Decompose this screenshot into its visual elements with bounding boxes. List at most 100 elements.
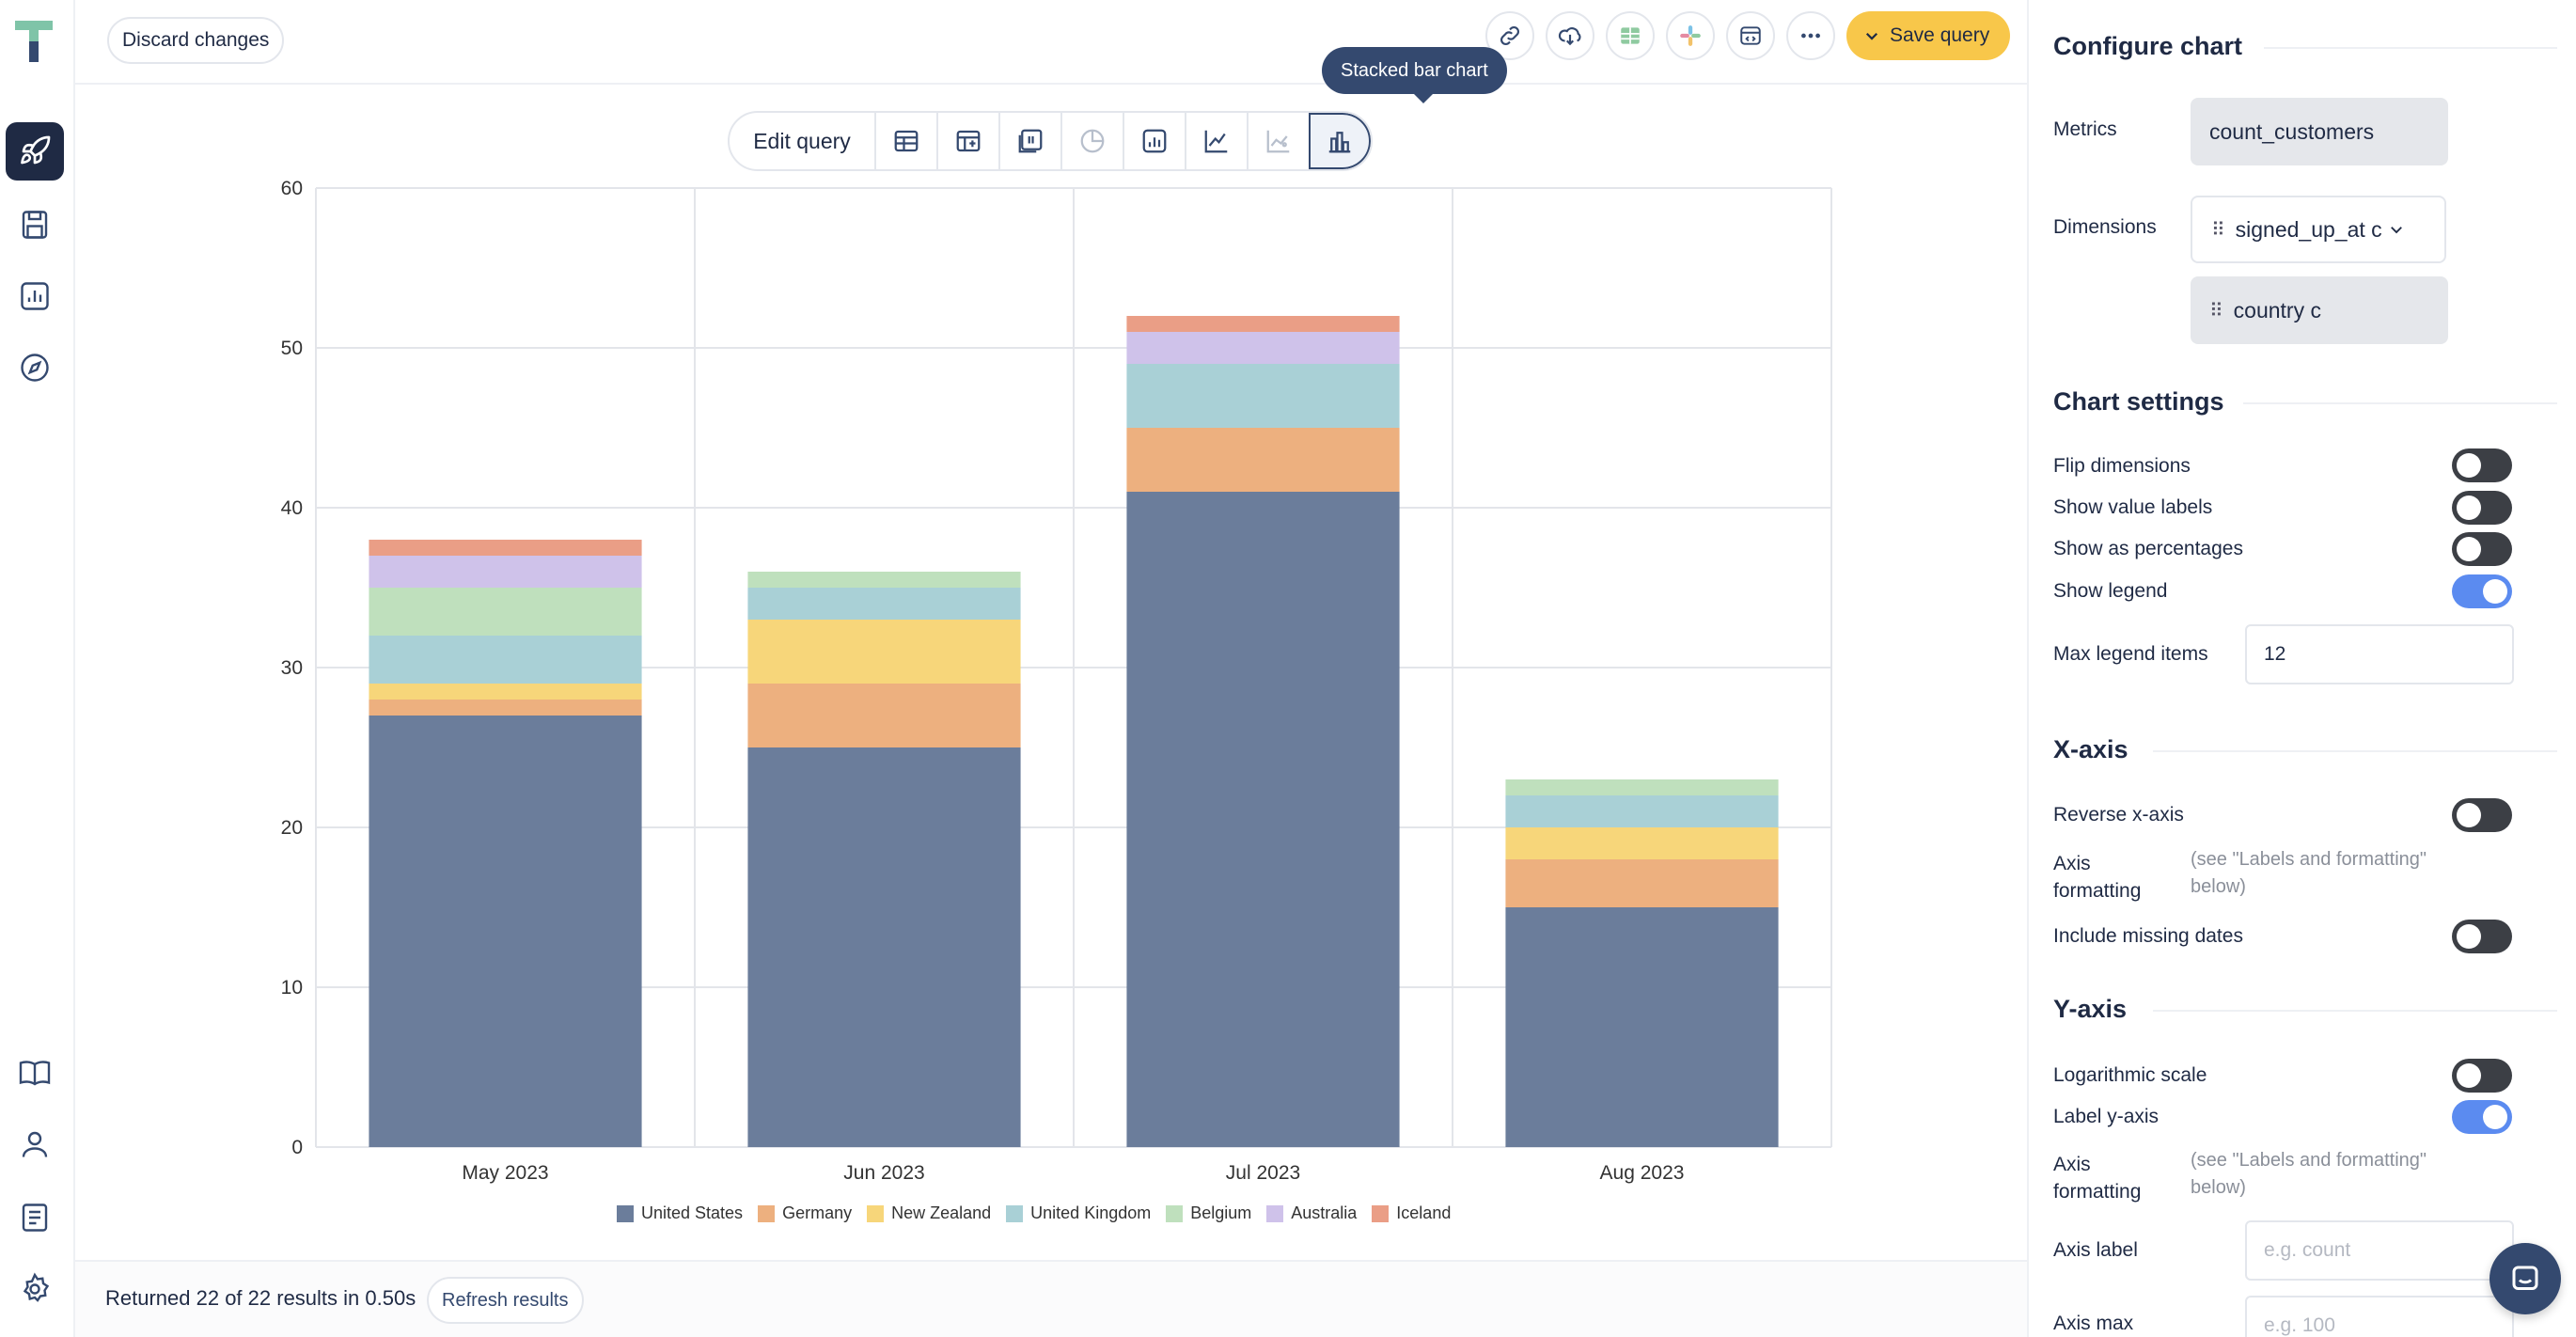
edit-query-button[interactable]: Edit query — [753, 128, 851, 153]
axis-label-input[interactable]: e.g. count — [2245, 1220, 2514, 1281]
scatter-chart-icon[interactable] — [1247, 113, 1309, 169]
bar-segment — [1505, 795, 1779, 827]
flip-dimensions-toggle[interactable] — [2452, 448, 2512, 482]
nav-explore-icon[interactable] — [6, 338, 64, 397]
show-percentages-toggle[interactable] — [2452, 532, 2512, 566]
metrics-label: Metrics — [2053, 118, 2117, 140]
save-query-button[interactable]: Save query — [1846, 11, 2011, 60]
divider — [2264, 47, 2557, 49]
label-y-axis-toggle[interactable] — [2452, 1100, 2512, 1134]
x-tick-label: May 2023 — [462, 1162, 548, 1184]
legend-label: United States — [641, 1203, 744, 1222]
chart-type-tooltip: Stacked bar chart — [1322, 47, 1507, 103]
dimension-pill-2[interactable]: ⠿ country c — [2191, 276, 2448, 344]
bar-segment — [1505, 827, 1779, 859]
show-percentages-label: Show as percentages — [2053, 538, 2243, 559]
y-tick-label: 30 — [281, 657, 303, 679]
legend-item[interactable]: Germany — [758, 1203, 852, 1223]
axis-label-label: Axis label — [2053, 1239, 2138, 1261]
nav-docs-icon[interactable] — [6, 1044, 64, 1102]
y-tick-label: 10 — [281, 977, 303, 999]
y-axis-formatting-label: Axis formatting — [2053, 1154, 2142, 1203]
bar-segment — [747, 572, 1021, 588]
stacked-bar-chart-icon[interactable] — [1309, 113, 1371, 169]
log-scale-toggle[interactable] — [2452, 1059, 2512, 1093]
legend-swatch — [1006, 1204, 1024, 1222]
show-value-labels-label: Show value labels — [2053, 496, 2213, 518]
x-axis-title: X-axis — [2053, 735, 2128, 763]
y-axis-title: Y-axis — [2053, 995, 2128, 1023]
dimensions-label: Dimensions — [2053, 216, 2157, 238]
single-value-icon[interactable] — [998, 113, 1060, 169]
configure-panel: Configure chart Metrics count_customers … — [2027, 0, 2576, 1337]
metric-pill[interactable]: count_customers — [2191, 98, 2448, 165]
y-tick-label: 0 — [291, 1137, 303, 1158]
bar-segment — [747, 588, 1021, 620]
nav-save-icon[interactable] — [6, 196, 64, 254]
nav-user-icon[interactable] — [6, 1115, 64, 1173]
bar-segment — [747, 684, 1021, 747]
x-axis-formatting-label: Axis formatting — [2053, 853, 2142, 902]
y-axis-formatting-hint: (see "Labels and formatting" below) — [2191, 1150, 2427, 1198]
show-legend-toggle[interactable] — [2452, 574, 2512, 608]
line-chart-icon[interactable] — [1185, 113, 1247, 169]
top-bar: Discard changes Save query › Stacked bar… — [75, 0, 2123, 103]
nav-document-icon[interactable] — [6, 1188, 64, 1247]
legend-item[interactable]: United Kingdom — [1006, 1203, 1151, 1223]
y-tick-label: 60 — [281, 178, 303, 199]
discard-changes-button[interactable]: Discard changes — [107, 17, 285, 64]
legend-item[interactable]: United States — [617, 1203, 743, 1223]
legend-label: Belgium — [1190, 1203, 1252, 1222]
bar-segment — [369, 684, 642, 700]
legend-item[interactable]: New Zealand — [867, 1203, 991, 1223]
x-tick-label: Aug 2023 — [1600, 1162, 1685, 1184]
axis-max-input[interactable]: e.g. 100 — [2245, 1296, 2514, 1337]
bar-segment — [369, 700, 642, 716]
nav-settings-icon[interactable] — [6, 1260, 64, 1318]
dimension-pill-1[interactable]: ⠿ signed_up_at c — [2191, 196, 2446, 263]
chart-type-toolbar: Edit query — [728, 111, 1373, 171]
max-legend-items-input[interactable]: 12 — [2245, 624, 2514, 684]
label-y-axis-label: Label y-axis — [2053, 1106, 2160, 1127]
x-tick-label: Jul 2023 — [1226, 1162, 1300, 1184]
legend-item[interactable]: Iceland — [1372, 1203, 1451, 1223]
pivot-table-icon[interactable] — [936, 113, 998, 169]
reverse-x-axis-toggle[interactable] — [2452, 798, 2512, 832]
include-missing-dates-toggle[interactable] — [2452, 920, 2512, 953]
chart-settings-title: Chart settings — [2053, 387, 2224, 416]
download-cloud-icon[interactable] — [1546, 11, 1594, 60]
chat-support-button[interactable] — [2490, 1243, 2561, 1314]
bar-segment — [747, 747, 1021, 1147]
slack-icon[interactable] — [1666, 11, 1715, 60]
logo-icon — [15, 21, 53, 62]
embed-icon[interactable] — [1726, 11, 1775, 60]
table-view-icon[interactable] — [874, 113, 936, 169]
legend-swatch — [1166, 1204, 1184, 1222]
legend-item[interactable]: Belgium — [1166, 1203, 1251, 1223]
nav-rocket-icon[interactable] — [6, 122, 64, 181]
area-chart-icon[interactable] — [1123, 113, 1185, 169]
results-status: Returned 22 of 22 results in 0.50s — [105, 1286, 416, 1310]
axis-max-label: Axis max — [2053, 1313, 2134, 1334]
bar-segment — [1126, 428, 1400, 492]
pie-chart-icon[interactable] — [1060, 113, 1123, 169]
legend-label: Germany — [782, 1203, 853, 1222]
refresh-results-button[interactable]: Refresh results — [427, 1277, 584, 1324]
bar-segment — [1505, 859, 1779, 907]
more-options-icon[interactable] — [1786, 11, 1835, 60]
drag-handle-icon[interactable]: ⠿ — [2211, 219, 2225, 241]
divider — [2243, 402, 2557, 404]
drag-handle-icon[interactable]: ⠿ — [2209, 300, 2223, 322]
divider — [2153, 750, 2557, 752]
google-sheets-icon[interactable] — [1606, 11, 1655, 60]
chart-legend: United States Germany New Zealand United Ki… — [617, 1203, 1451, 1223]
legend-label: Iceland — [1396, 1203, 1452, 1222]
legend-item[interactable]: Australia — [1266, 1203, 1357, 1223]
chevron-down-icon[interactable] — [2388, 221, 2405, 238]
legend-label: Australia — [1291, 1203, 1358, 1222]
chart-svg: 0 10 20 30 40 50 60 May 2023 Jun 2023 Jul 2023 Aug… — [281, 178, 1832, 1184]
nav-dashboard-icon[interactable] — [6, 267, 64, 325]
show-value-labels-toggle[interactable] — [2452, 491, 2512, 525]
configure-chart-title: Configure chart — [2053, 32, 2243, 60]
